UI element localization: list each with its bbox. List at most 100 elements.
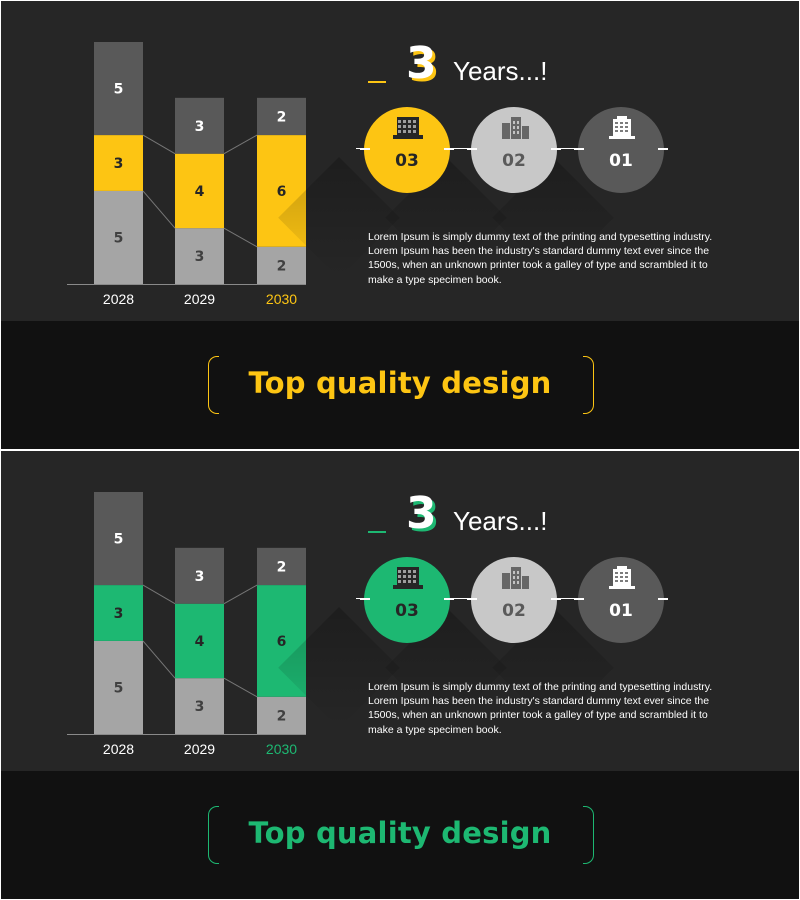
bar-segment-2029-0 (175, 228, 224, 284)
bar-segment-2028-0 (94, 190, 143, 284)
left-bracket (208, 806, 219, 864)
bar-segment-2029-0 (175, 678, 224, 734)
bar-connector-line (142, 584, 176, 605)
circle-tick-right (444, 148, 454, 150)
bar-segment-2030-2 (257, 97, 306, 136)
circle-tick-left (574, 148, 584, 150)
bar-segment-2029-2 (175, 547, 224, 604)
year-circle-01: 01 (574, 557, 668, 643)
bar-value-label: 3 (195, 249, 205, 265)
bar-connector-line (223, 677, 258, 698)
category-label: 2028 (103, 741, 134, 757)
bar-value-label: 6 (277, 184, 287, 200)
category-label: 2029 (184, 741, 215, 757)
slide-lower-panel (1, 321, 799, 449)
years-number: 3 (406, 38, 437, 89)
stacked-bar-chart: 5 3 5 3 4 3 2 6 2 2028 2029 2030 (67, 42, 306, 307)
bar-connector-line (223, 584, 258, 605)
city-buildings-icon (502, 117, 529, 139)
circle-number: 01 (609, 601, 633, 621)
slide-green: 5 3 5 3 4 3 2 6 2 2028 2029 2030 3 Years...! 03 02 … (1, 451, 799, 899)
right-bracket (583, 356, 594, 414)
title-accent-dash (368, 81, 386, 83)
bar-value-label: 5 (114, 82, 124, 98)
circle-tick-left (467, 598, 477, 600)
tagline: Top quality design (248, 816, 552, 850)
slide-lower-panel (1, 771, 799, 899)
bar-value-label: 3 (114, 156, 124, 172)
bar-value-label: 6 (277, 634, 287, 650)
year-circle-02: 02 (467, 557, 561, 643)
years-title: Years...! (453, 506, 548, 536)
bar-connector-line (142, 640, 176, 679)
bar-value-label: 2 (277, 708, 287, 724)
circle-number: 03 (395, 601, 419, 621)
bar-value-label: 5 (114, 680, 124, 696)
circle-number: 03 (395, 151, 419, 171)
circle-tick-left (360, 148, 370, 150)
circle-number: 02 (502, 151, 526, 171)
bar-value-label: 5 (114, 532, 124, 548)
category-label: 2030 (266, 291, 297, 307)
circle-tick-right (658, 598, 668, 600)
office-building-icon (393, 117, 423, 139)
office-building-icon (393, 567, 423, 589)
description-text: Lorem Ipsum is simply dummy text of the … (368, 681, 713, 736)
bar-value-label: 3 (114, 606, 124, 622)
year-circle-03: 03 (360, 107, 454, 193)
bar-segment-2029-2 (175, 97, 224, 154)
bar-segment-2029-1 (175, 603, 224, 679)
bar-value-label: 2 (277, 559, 287, 575)
circle-tick-left (360, 598, 370, 600)
bar-segment-2029-1 (175, 153, 224, 229)
bar-value-label: 3 (195, 569, 205, 585)
bar-segment-2030-0 (257, 696, 306, 734)
circle-tick-left (574, 598, 584, 600)
bar-segment-2030-0 (257, 246, 306, 284)
bar-segment-2028-2 (94, 42, 143, 136)
left-bracket (208, 356, 219, 414)
right-bracket (583, 806, 594, 864)
bar-segment-2028-0 (94, 640, 143, 734)
company-building-icon (609, 566, 635, 589)
stacked-bar-chart: 5 3 5 3 4 3 2 6 2 2028 2029 2030 (67, 492, 306, 757)
circle-tick-left (467, 148, 477, 150)
bar-value-label: 4 (195, 634, 205, 650)
bar-segment-2030-1 (257, 585, 306, 697)
bar-connector-line (142, 134, 176, 155)
category-label: 2030 (266, 741, 297, 757)
bar-value-label: 2 (277, 109, 287, 125)
slide-yellow: 5 3 5 3 4 3 2 6 2 2028 2029 2030 3 Years...! 03 02 … (1, 1, 799, 449)
circle-number: 01 (609, 151, 633, 171)
bar-segment-2030-2 (257, 547, 306, 586)
category-label: 2029 (184, 291, 215, 307)
bar-value-label: 4 (195, 184, 205, 200)
circle-number: 02 (502, 601, 526, 621)
bar-value-label: 5 (114, 230, 124, 246)
tagline: Top quality design (248, 366, 552, 400)
bar-value-label: 3 (195, 119, 205, 135)
city-buildings-icon (502, 567, 529, 589)
bar-segment-2028-1 (94, 135, 143, 191)
years-number: 3 (406, 488, 437, 539)
title-accent-dash (368, 531, 386, 533)
bar-connector-line (223, 227, 258, 248)
company-building-icon (609, 116, 635, 139)
circle-tick-right (444, 598, 454, 600)
circle-tick-right (551, 148, 561, 150)
year-circle-01: 01 (574, 107, 668, 193)
bar-value-label: 2 (277, 258, 287, 274)
category-label: 2028 (103, 291, 134, 307)
circle-tick-right (551, 598, 561, 600)
bar-connector-line (223, 134, 258, 155)
year-circle-03: 03 (360, 557, 454, 643)
bar-segment-2028-1 (94, 585, 143, 641)
bar-value-label: 3 (195, 699, 205, 715)
bar-connector-line (142, 190, 176, 229)
description-text: Lorem Ipsum is simply dummy text of the … (368, 231, 713, 286)
circle-tick-right (658, 148, 668, 150)
year-circle-02: 02 (467, 107, 561, 193)
years-title: Years...! (453, 56, 548, 86)
bar-segment-2028-2 (94, 492, 143, 586)
